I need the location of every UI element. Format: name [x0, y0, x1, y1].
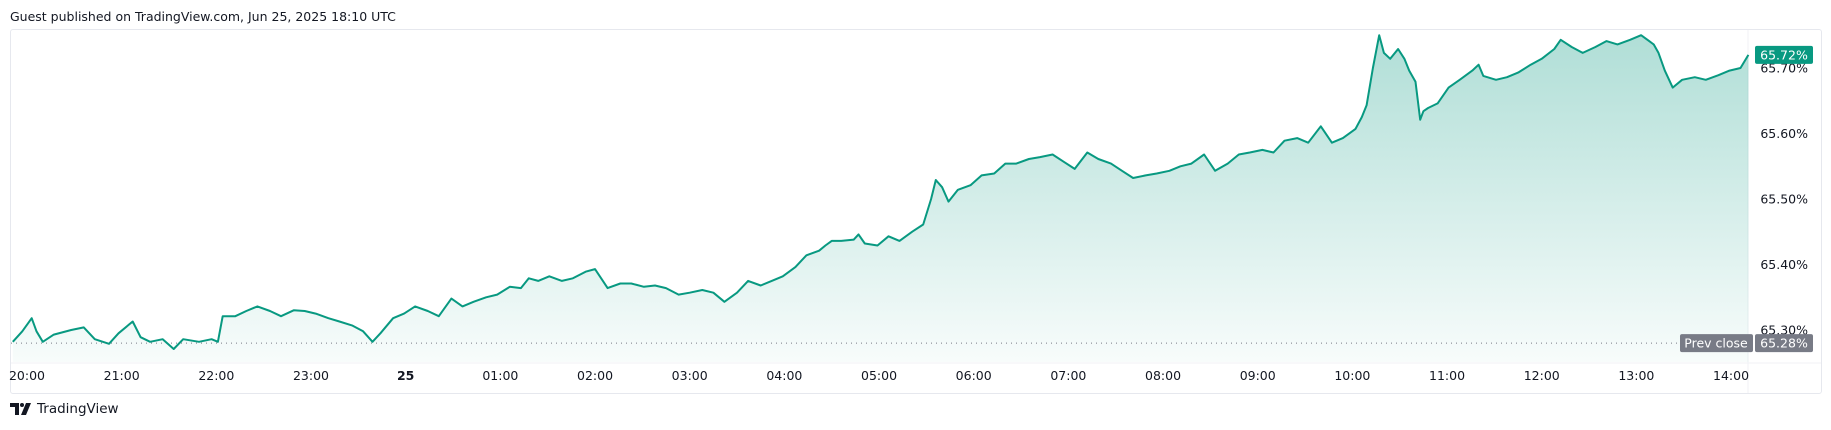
- y-tick-label: 65.70%: [1760, 61, 1808, 76]
- x-tick-label: 13:00: [1618, 368, 1654, 383]
- x-axis-ticks: 20:00 21:00 22:00 23:00 25 01:00 02:00 03:00 04:…: [9, 368, 1749, 383]
- price-line: [12, 34, 1750, 350]
- prev-close-value-box: [1755, 334, 1813, 353]
- prev-close-tag: Prev close 65.28%: [1680, 334, 1813, 353]
- x-tick-label: 23:00: [293, 368, 329, 383]
- x-tick-label: 03:00: [672, 368, 708, 383]
- y-tick-label: 65.60%: [1760, 126, 1808, 141]
- y-tick-label: 65.40%: [1760, 257, 1808, 272]
- x-tick-label: 08:00: [1145, 368, 1181, 383]
- chart-frame: [10, 29, 1822, 394]
- tradingview-logo[interactable]: TradingView: [10, 401, 119, 417]
- last-value-tag: 65.72%: [1755, 45, 1813, 64]
- area-fill: [12, 35, 1749, 362]
- x-tick-label: 07:00: [1050, 368, 1086, 383]
- y-tick-label: 65.30%: [1760, 323, 1808, 338]
- x-tick-label: 25: [397, 368, 414, 383]
- prev-close-title: Prev close: [1684, 336, 1748, 351]
- x-tick-label: 05:00: [861, 368, 897, 383]
- x-tick-label: 01:00: [482, 368, 518, 383]
- x-tick-label: 09:00: [1240, 368, 1276, 383]
- x-tick-label: 04:00: [766, 368, 802, 383]
- x-tick-label: 02:00: [577, 368, 613, 383]
- x-tick-label: 14:00: [1713, 368, 1749, 383]
- prev-close-value: 65.28%: [1760, 336, 1808, 351]
- published-caption: Guest published on TradingView.com, Jun …: [10, 9, 396, 24]
- last-value-tag-box: [1755, 45, 1813, 64]
- y-tick-label: 65.50%: [1760, 192, 1808, 207]
- x-tick-label: 22:00: [198, 368, 234, 383]
- x-tick-label: 20:00: [9, 368, 45, 383]
- tradingview-logo-text: TradingView: [37, 401, 119, 417]
- y-axis-ticks: 65.30% 65.40% 65.50% 65.60% 65.70%: [1760, 61, 1808, 338]
- x-tick-label: 06:00: [956, 368, 992, 383]
- x-tick-label: 11:00: [1429, 368, 1465, 383]
- tradingview-logo-icon: [10, 403, 31, 415]
- x-tick-label: 12:00: [1524, 368, 1560, 383]
- last-value-tag-label: 65.72%: [1760, 47, 1808, 62]
- x-tick-label: 21:00: [104, 368, 140, 383]
- x-tick-label: 10:00: [1334, 368, 1370, 383]
- prev-close-title-box: [1680, 334, 1753, 353]
